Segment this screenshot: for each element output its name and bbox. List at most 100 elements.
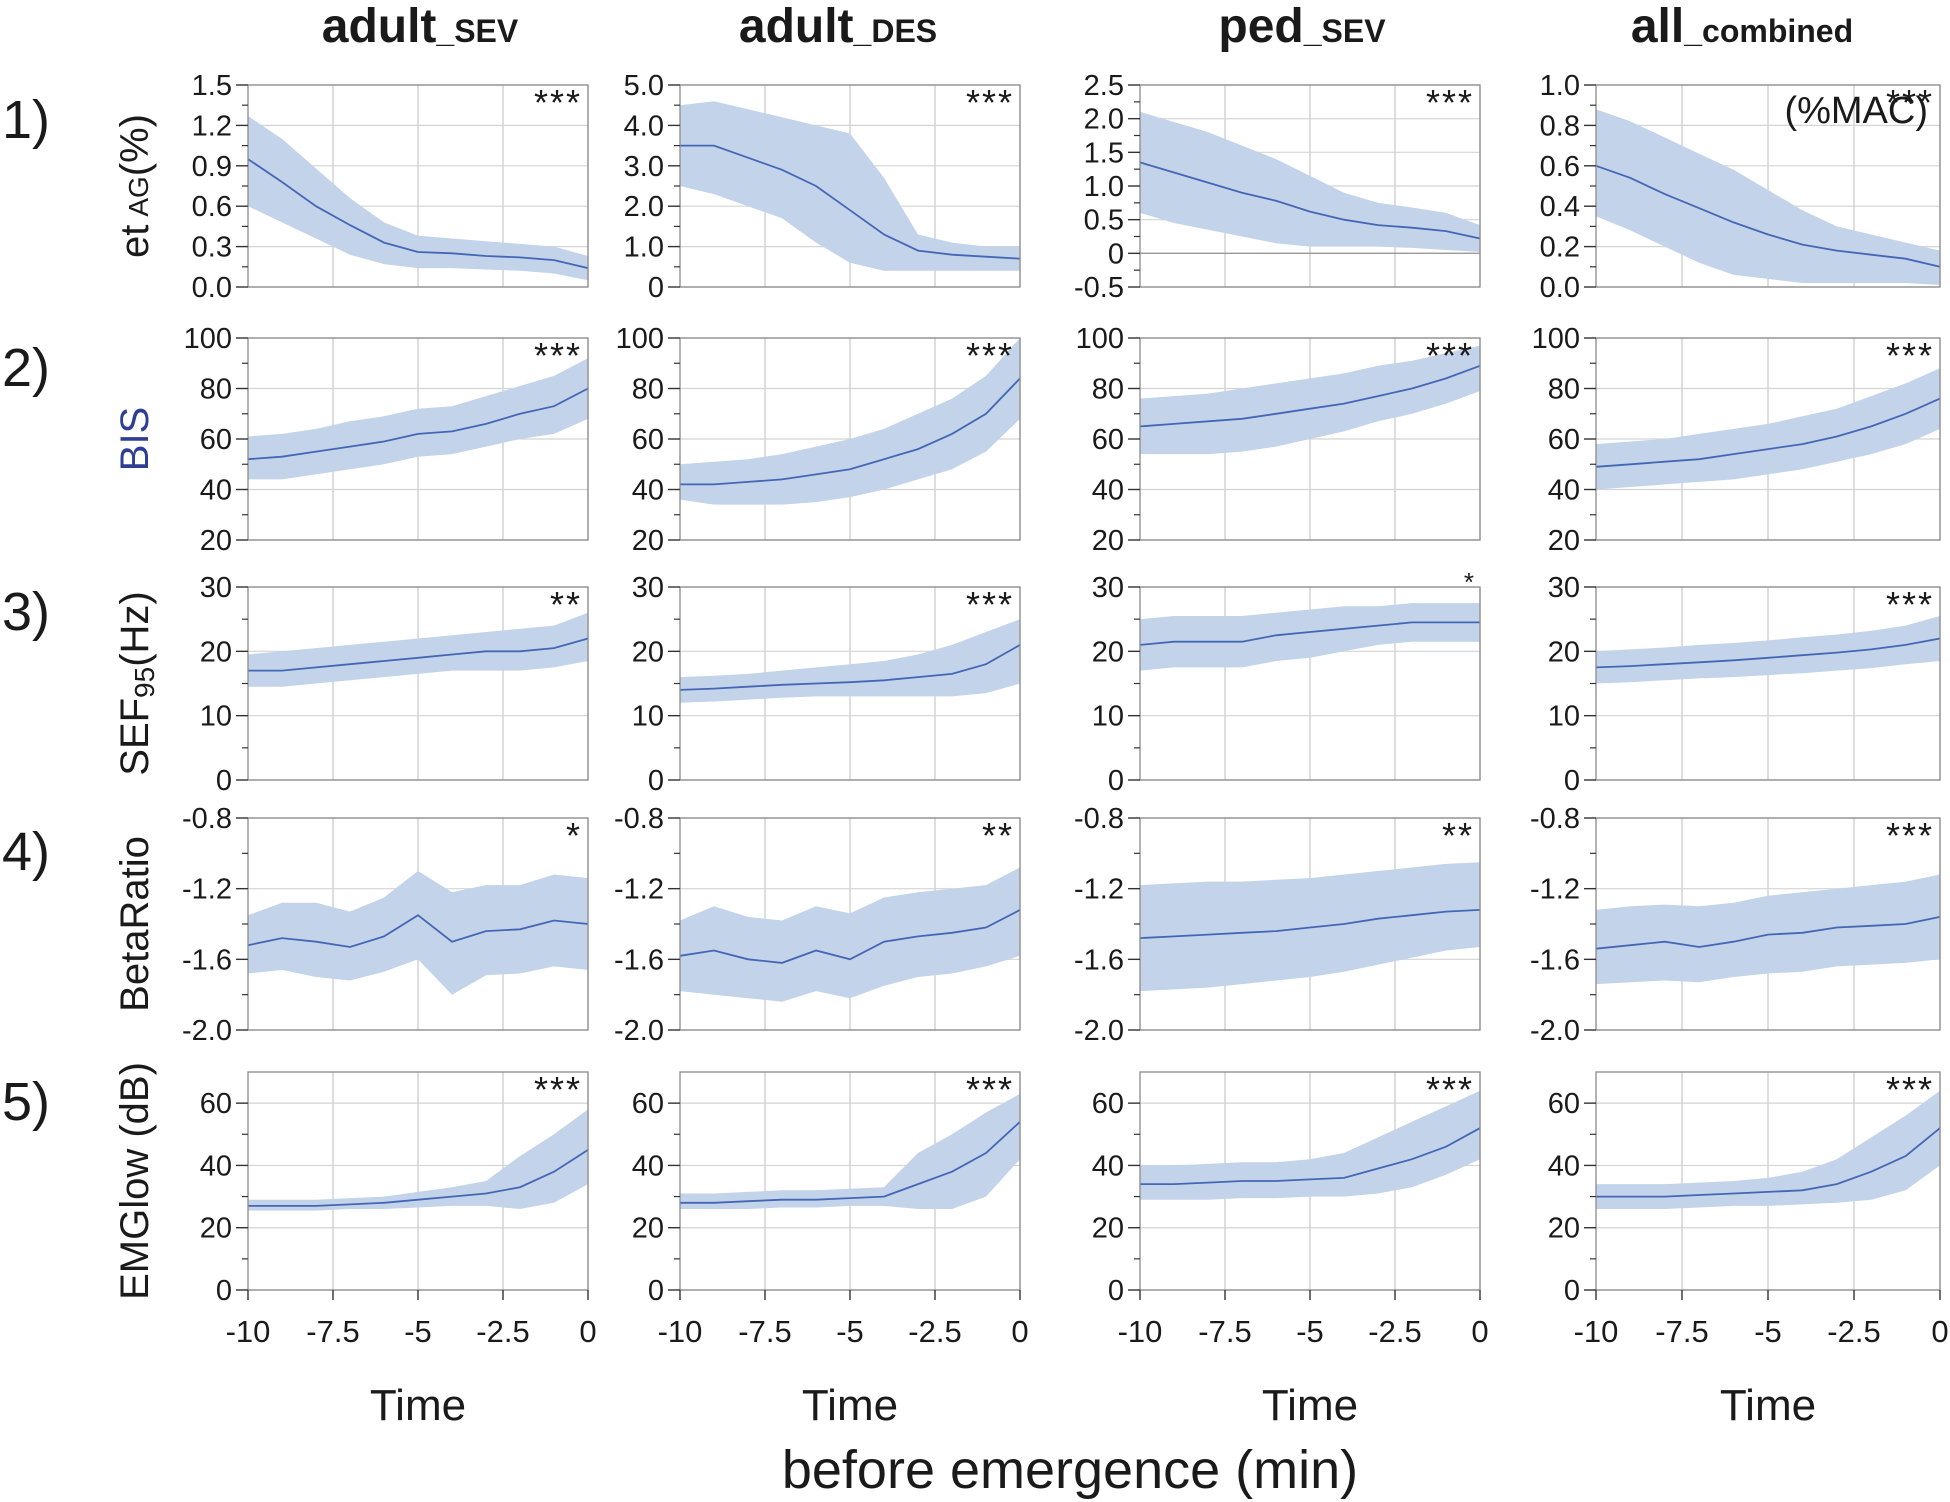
y-tick-label: 80 [200, 374, 232, 406]
confidence-band [1140, 345, 1480, 455]
confidence-band [1140, 603, 1480, 671]
y-tick-label: -0.8 [614, 803, 664, 835]
y-axis-label-row-5: EMGlow (dB) [113, 1062, 157, 1300]
significance-marker: *** [1426, 1069, 1474, 1110]
significance-marker: *** [1886, 335, 1934, 376]
y-tick-label: 60 [200, 1088, 232, 1120]
y-tick-label: 40 [1092, 1150, 1124, 1182]
y-tick-label: 0.4 [1540, 191, 1580, 223]
y-tick-label: 20 [632, 1213, 664, 1245]
confidence-band [1596, 109, 1940, 285]
y-axis-label-main: EMGlow (dB) [113, 1062, 157, 1300]
mean-line [1139, 909, 1481, 939]
y-tick-label: 40 [1092, 475, 1124, 507]
x-tick-label: -10 [226, 1314, 271, 1349]
significance-marker: ** [982, 815, 1014, 856]
y-tick-label: -2.0 [1074, 1015, 1124, 1047]
x-axis-label: Time [802, 1381, 898, 1430]
y-tick-label: 60 [1548, 1088, 1580, 1120]
x-tick-label: -7.5 [306, 1314, 359, 1349]
y-tick-label: -0.8 [182, 803, 232, 835]
y-tick-label: 60 [200, 424, 232, 456]
mean-line [247, 158, 589, 269]
y-tick-label: 20 [632, 525, 664, 557]
column-header-3: ped_SEV [1218, 0, 1386, 53]
y-tick-label: 0 [648, 1275, 664, 1307]
y-tick-label: 30 [1092, 572, 1124, 604]
mean-line [1595, 916, 1941, 950]
x-tick-label: -2.5 [1368, 1314, 1421, 1349]
y-tick-label: 1.5 [1084, 137, 1124, 169]
panel-r3-c3: 0 10 20 30 * [1092, 567, 1481, 797]
y-axis-label-unit: (%) [113, 114, 157, 176]
significance-marker: *** [966, 1069, 1014, 1110]
y-tick-label: 10 [1092, 701, 1124, 733]
y-tick-label: 100 [184, 323, 232, 355]
y-tick-label: 60 [632, 1088, 664, 1120]
column-header-main: all [1631, 0, 1684, 53]
x-tick-label: -10 [658, 1314, 703, 1349]
panel-r3-c1: 0 10 20 30 ** [200, 572, 589, 797]
y-tick-label: 2.0 [1084, 104, 1124, 136]
significance-marker: * [1464, 567, 1474, 597]
x-tick-label: -5 [404, 1314, 432, 1349]
confidence-band [248, 612, 588, 687]
y-tick-label: 100 [1076, 323, 1124, 355]
confidence-band [248, 1109, 588, 1211]
y-tick-label: 20 [1548, 1213, 1580, 1245]
confidence-band [248, 871, 588, 995]
mean-line [1139, 621, 1480, 646]
x-tick-label: -5 [1754, 1314, 1782, 1349]
row-number-2: 2) [2, 338, 50, 398]
y-tick-label: 1.2 [192, 110, 232, 142]
row-number-4: 4) [2, 822, 50, 882]
x-tick-label: 0 [1471, 1314, 1488, 1349]
panel-r1-c1: 0.0 0.3 0.6 0.9 1.2 1.5 *** [192, 70, 589, 304]
y-tick-label: -2.0 [614, 1015, 664, 1047]
y-tick-label: -1.6 [614, 944, 664, 976]
column-header-sub: _combined [1683, 13, 1853, 49]
y-tick-label: 0 [648, 272, 664, 304]
mean-line [248, 1149, 589, 1207]
y-tick-label: 2.0 [624, 191, 664, 223]
column-header-1: adult_SEV [322, 0, 519, 53]
confidence-band [248, 116, 588, 281]
y-axis-label-main: BIS [113, 407, 157, 471]
confidence-band [1596, 616, 1940, 684]
panel-r1-c2: 0 1.0 2.0 3.0 4.0 5.0 *** [624, 70, 1021, 304]
column-header-4: all_combined [1631, 0, 1853, 53]
y-tick-label: 20 [1092, 1213, 1124, 1245]
x-tick-label: 0 [579, 1314, 596, 1349]
y-tick-label: 20 [200, 1213, 232, 1245]
mean-line [679, 644, 1021, 691]
significance-marker: *** [534, 82, 582, 123]
y-tick-label: 0 [1108, 238, 1124, 270]
confidence-band [680, 867, 1020, 1002]
y-tick-label: 10 [632, 701, 664, 733]
significance-marker: *** [1886, 1069, 1934, 1110]
mean-line [680, 144, 1021, 260]
x-tick-label: -5 [836, 1314, 864, 1349]
y-axis-label-row-1: et AG(%) [113, 114, 157, 258]
y-tick-label: -0.8 [1074, 803, 1124, 835]
column-header-sub: _SEV [435, 13, 518, 49]
y-tick-label: 0.2 [1540, 232, 1580, 264]
mean-line [1140, 1127, 1481, 1185]
panel-r1-c4: 0.0 0.2 0.4 0.6 0.8 1.0 ***(%MAC) [1540, 70, 1941, 304]
y-tick-label: -0.5 [1074, 272, 1124, 304]
significance-marker: *** [966, 584, 1014, 625]
significance-marker: *** [534, 335, 582, 376]
mean-line [1595, 637, 1941, 669]
y-tick-label: -2.0 [1530, 1015, 1580, 1047]
mean-line [247, 387, 589, 461]
confidence-band [1596, 368, 1940, 490]
panel-r5-c4: 0 20 40 60 -10 -7.5 -5 -2.5 0 Time *** [1548, 1069, 1949, 1430]
y-tick-label: 1.0 [624, 232, 664, 264]
y-tick-label: 40 [1548, 475, 1580, 507]
y-tick-label: 40 [632, 475, 664, 507]
confidence-band [680, 1093, 1020, 1209]
confidence-band [1140, 1090, 1480, 1200]
panel-r4-c3: -2.0 -1.6 -1.2 -0.8 ** [1074, 803, 1481, 1047]
significance-marker: *** [966, 82, 1014, 123]
y-axis-label-unit: (Hz) [113, 591, 157, 667]
